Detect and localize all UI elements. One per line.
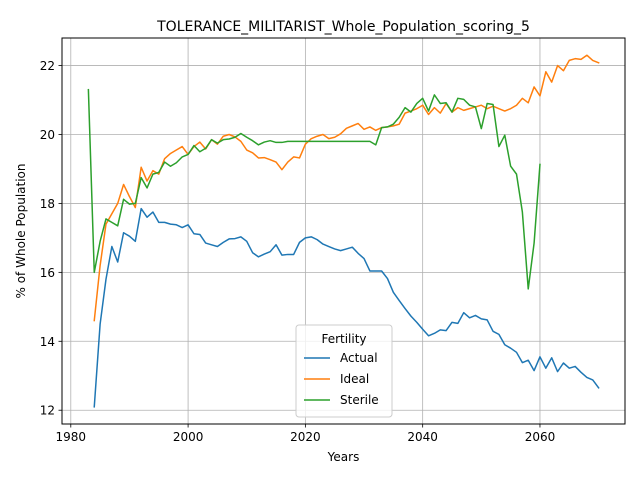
y-tick-label: 22 — [40, 59, 55, 73]
y-tick-label: 18 — [40, 197, 55, 211]
legend-label-sterile: Sterile — [340, 393, 379, 407]
series-layer — [87, 54, 600, 408]
x-tick-label: 2000 — [173, 430, 204, 444]
grid-layer — [62, 38, 625, 424]
x-tick-label: 2040 — [407, 430, 438, 444]
legend: Fertility Actual Ideal Sterile — [295, 324, 393, 418]
y-axis-title: % of Whole Population — [14, 164, 28, 299]
legend-label-ideal: Ideal — [340, 372, 369, 386]
chart-title: TOLERANCE_MILITARIST_Whole_Population_sc… — [156, 19, 530, 35]
x-tick-label: 1980 — [56, 430, 87, 444]
x-axis-title: Years — [327, 450, 360, 464]
legend-title: Fertility — [321, 332, 366, 346]
y-tick-label: 14 — [40, 335, 55, 349]
series-line-actual — [93, 207, 600, 408]
legend-box — [295, 324, 393, 418]
series-line-ideal — [93, 54, 600, 322]
x-tick-label: 2060 — [525, 430, 556, 444]
series-line-sterile — [87, 88, 541, 290]
y-tick-label: 12 — [40, 404, 55, 418]
x-tick-label: 2020 — [290, 430, 321, 444]
tick-layer: 1980 2000 2020 2040 2060 12 14 16 18 20 22 — [40, 59, 556, 444]
y-tick-label: 20 — [40, 128, 55, 142]
legend-label-actual: Actual — [340, 351, 378, 365]
plot-frame — [61, 37, 626, 425]
y-tick-label: 16 — [40, 266, 55, 280]
